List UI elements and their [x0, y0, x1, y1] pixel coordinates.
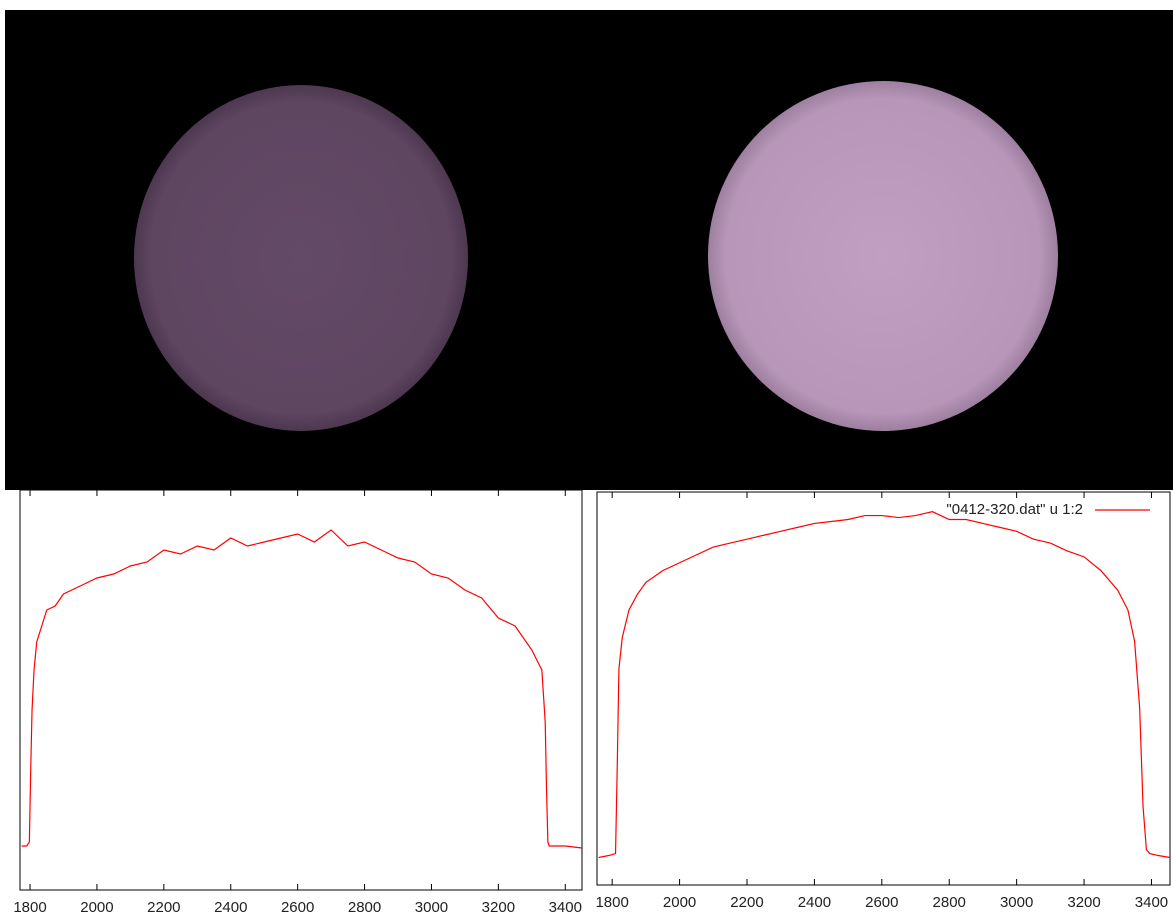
x-tick-label: 1800 — [13, 899, 46, 916]
x-tick-label: 3200 — [482, 899, 515, 916]
x-tick-label: 2200 — [730, 894, 763, 911]
x-tick-label: 2400 — [798, 894, 831, 911]
sun-disk — [134, 85, 468, 431]
sun-disk — [708, 81, 1058, 431]
x-tick-label: 2000 — [663, 894, 696, 911]
x-tick-label: 1800 — [595, 894, 628, 911]
x-tick-label: 3000 — [415, 899, 448, 916]
x-tick-label: 3400 — [1135, 894, 1168, 911]
x-tick-label: 2400 — [214, 899, 247, 916]
x-tick-label: 2800 — [348, 899, 381, 916]
data-line — [21, 529, 583, 849]
x-tick-label: 3200 — [1067, 894, 1100, 911]
legend-label: "0412-320.dat" u 1:2 — [946, 501, 1083, 518]
x-tick-label: 2200 — [147, 899, 180, 916]
x-tick-label: 3400 — [549, 899, 582, 916]
plot-frame — [19, 489, 583, 891]
x-tick-label: 2800 — [933, 894, 966, 911]
x-tick-label: 2600 — [281, 899, 314, 916]
data-line — [598, 511, 1171, 859]
x-tick-label: 2600 — [865, 894, 898, 911]
x-tick-label: 3000 — [1000, 894, 1033, 911]
x-tick-label: 2000 — [80, 899, 113, 916]
plot-frame — [596, 491, 1171, 886]
